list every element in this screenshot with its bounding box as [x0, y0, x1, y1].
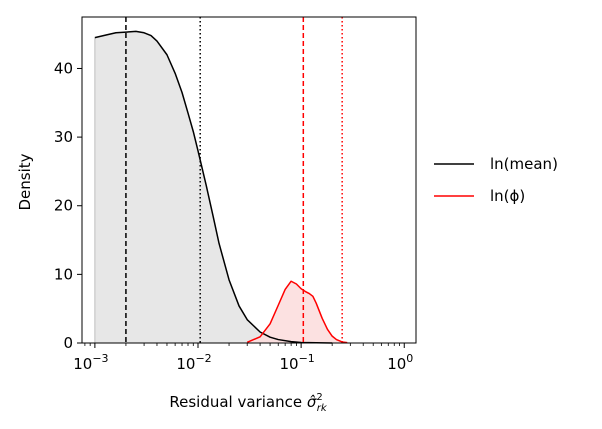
legend-label-0: ln(mean)	[490, 155, 558, 173]
x-tick-label-3: 100	[387, 352, 413, 373]
y-tick-label-3: 30	[54, 128, 73, 146]
series-fill-1	[247, 281, 348, 343]
y-axis-label: Density	[16, 153, 34, 210]
reference-lines	[125, 17, 343, 343]
x-label-sub: rk	[317, 403, 328, 414]
y-tick-label-1: 10	[54, 265, 73, 283]
y-tick-label-2: 20	[54, 197, 73, 215]
legend-label-1: ln(ϕ)	[490, 187, 525, 205]
series-line-0	[94, 30, 333, 344]
plot-frame	[81, 16, 417, 344]
series-line-1	[246, 280, 348, 344]
x-tick-label-2: 10−1	[279, 352, 314, 373]
series-layer	[94, 30, 348, 344]
x-tick-label-1: 10−2	[176, 352, 211, 373]
x-tick-label-0: 10−3	[73, 352, 108, 373]
axis-ticks: 0 10 20 30 40 10−3 10−2 10−1 100	[54, 59, 413, 373]
x-axis-label: Residual variance σ̂2 rk	[169, 392, 327, 414]
legend: ln(mean) ln(ϕ)	[434, 155, 558, 205]
series-fill-0	[94, 31, 333, 343]
y-tick-label-4: 40	[54, 59, 73, 77]
y-tick-label-0: 0	[63, 334, 73, 352]
x-label-sup: 2	[316, 392, 322, 403]
